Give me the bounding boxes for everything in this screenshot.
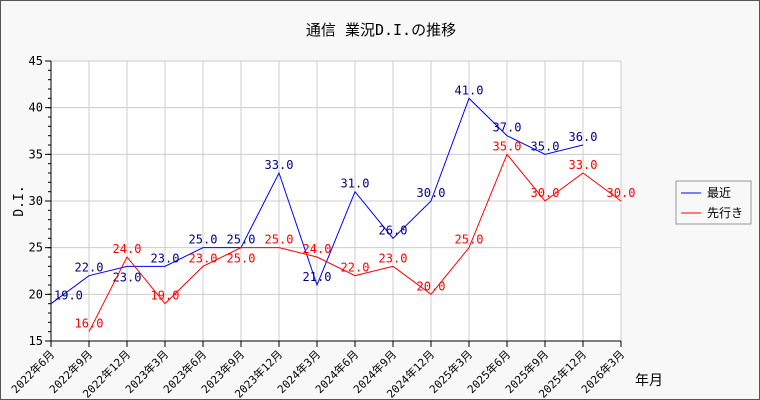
y-tick-label: 35: [29, 147, 43, 161]
y-tick-label: 15: [29, 334, 43, 348]
data-label: 25.0: [227, 252, 256, 266]
y-tick-label: 45: [29, 54, 43, 68]
data-label: 26.0: [379, 223, 408, 237]
data-label: 36.0: [569, 130, 598, 144]
legend-label: 最近: [707, 186, 731, 200]
data-label: 23.0: [113, 270, 142, 284]
data-label: 23.0: [189, 251, 218, 265]
data-label: 25.0: [455, 233, 484, 247]
series-line-1: [88, 153, 622, 332]
data-label: 19.0: [54, 289, 83, 303]
data-label: 31.0: [341, 177, 370, 191]
data-label: 22.0: [75, 261, 104, 275]
data-label: 20.0: [417, 279, 446, 293]
data-label: 21.0: [303, 270, 332, 284]
y-tick-label: 30: [29, 194, 43, 208]
data-label: 30.0: [417, 186, 446, 200]
data-label: 37.0: [493, 121, 522, 135]
data-label: 30.0: [531, 186, 560, 200]
data-label: 33.0: [265, 158, 294, 172]
legend-label: 先行き: [707, 206, 743, 220]
chart-title: 通信 業況D.I.の推移: [306, 21, 456, 39]
y-tick-label: 25: [29, 241, 43, 255]
legend-box: [675, 180, 752, 225]
data-label: 30.0: [607, 186, 636, 200]
y-tick-label: 40: [29, 101, 43, 115]
data-label: 19.0: [151, 289, 180, 303]
data-label: 24.0: [303, 242, 332, 256]
data-label: 35.0: [531, 139, 560, 153]
y-axis-label: D.I.: [12, 185, 27, 216]
data-label: 41.0: [455, 83, 484, 97]
x-axis-label: 年月: [635, 373, 663, 389]
data-label: 23.0: [379, 251, 408, 265]
data-label: 33.0: [569, 158, 598, 172]
data-label: 25.0: [189, 233, 218, 247]
data-label: 35.0: [493, 139, 522, 153]
data-label: 25.0: [265, 233, 294, 247]
y-tick-label: 20: [29, 287, 43, 301]
data-label: 23.0: [151, 251, 180, 265]
data-label: 22.0: [341, 261, 370, 275]
data-label: 16.0: [75, 317, 104, 331]
data-label: 24.0: [113, 242, 142, 256]
series-line-0: [50, 97, 584, 305]
data-label: 25.0: [227, 233, 256, 247]
